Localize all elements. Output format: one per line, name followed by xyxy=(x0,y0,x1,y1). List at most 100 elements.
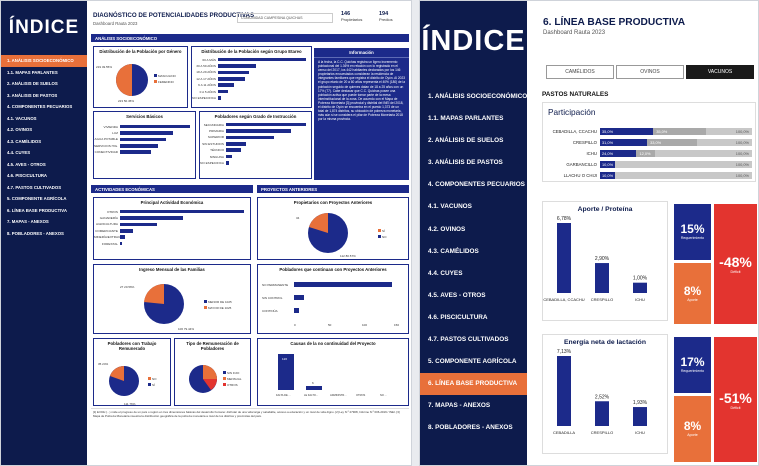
bar-track: 10,0% 100,0% xyxy=(600,161,752,168)
legend-menor: MENOR DE 1025 xyxy=(208,300,232,304)
nav-item[interactable]: 1. ANÁLISIS SOCIOECONÓMICO xyxy=(1,55,87,67)
bar-row: FORESTAL xyxy=(94,241,250,246)
bar xyxy=(218,77,245,81)
bar-value: 10,0% xyxy=(602,162,614,167)
kpi-tile: -48% Déficit xyxy=(714,204,757,324)
nav-item[interactable]: 5. COMPONENTE AGRÍCOLA xyxy=(7,196,67,201)
bar-label: AGUA POTABLE xyxy=(94,137,119,142)
bar-value-label: 6,78% xyxy=(557,216,572,222)
nav-item[interactable]: 1.1. MAPAS PARLANTES xyxy=(7,69,58,75)
page-subtitle: Dashboard Rauta 2023 xyxy=(543,30,606,36)
column-bar xyxy=(633,407,647,426)
nav-item[interactable]: 2. ANÁLISIS DE SUELOS xyxy=(7,81,58,86)
bar-row: SECUNDARIA xyxy=(200,122,311,127)
info-title: Información xyxy=(314,48,409,58)
nav-item[interactable]: 1. ANÁLISIS SOCIOECONÓMICO xyxy=(428,93,528,100)
tab-ovinos[interactable]: OVINOS xyxy=(616,65,684,79)
nav-item[interactable]: 4.3. CAMÉLIDOS xyxy=(428,247,479,255)
bar-row: MINERÍA/EXTRACCIÓN xyxy=(94,235,250,240)
nav-item[interactable]: 4.1. VACUNOS xyxy=(428,203,472,211)
bar xyxy=(120,229,133,233)
bar-label: TÉCNICO xyxy=(210,148,224,153)
nav-item[interactable]: 7. MAPAS - ANEXOS xyxy=(7,219,49,224)
column-bar xyxy=(595,401,609,426)
nav-item[interactable]: 2. ANÁLISIS DE SUELOS xyxy=(428,137,504,145)
bar-value-label: 2,90% xyxy=(595,256,610,262)
bar-value-label: 7,13% xyxy=(557,349,572,355)
bar-label: MINERÍA/EXTRACCIÓN xyxy=(94,235,120,240)
bar-value-label: 1,93% xyxy=(633,400,648,406)
index-nav-list: 1. ANÁLISIS SOCIOECONÓMICO 1.1. MAPAS PAR… xyxy=(1,55,87,239)
nav-item[interactable]: 7. MAPAS - ANEXOS xyxy=(428,402,491,410)
card-instruccion: Pobladores según Grado de Instrucción SE… xyxy=(199,111,312,179)
cat-label: LE FALTO... xyxy=(304,393,318,397)
legend-swatch-menor xyxy=(204,300,207,303)
pie-label-1: 35 24% xyxy=(98,362,109,366)
nav-item[interactable]: 3. ANÁLISIS DE PASTOS xyxy=(428,159,503,167)
bar xyxy=(226,122,306,127)
nav-item[interactable]: 4. COMPONENTES PECUARIOS xyxy=(428,181,525,189)
nav-item[interactable]: 4.3. CAMÉLIDOS xyxy=(7,138,42,144)
legend-swatch-no xyxy=(148,377,151,380)
bar xyxy=(226,154,232,159)
nav-item[interactable]: 4.1. VACUNOS xyxy=(7,115,37,121)
card-title: Pobladores que continuan con Proyectos A… xyxy=(279,267,387,272)
tab-camelidos[interactable]: CAMÉLIDOS xyxy=(546,65,614,79)
nav-item[interactable]: 4.6. PISCICULTURA xyxy=(7,173,48,178)
bar-label: FORESTAL xyxy=(101,241,118,246)
legend-swatch-si xyxy=(378,229,381,232)
bar-value-label: 1,00% xyxy=(633,276,648,282)
legend-item: MENSUAL xyxy=(227,377,242,381)
nav-item[interactable]: 8. POBLADORES - ANEXOS xyxy=(428,424,513,432)
category-label: CRESPILLO xyxy=(591,430,613,435)
card-actividad: Principal Actividad Económica OTROS GANAD… xyxy=(93,197,251,260)
nav-item[interactable]: 6. LÍNEA BASE PRODUCTIVA xyxy=(420,373,527,396)
legend-si: SÍ xyxy=(152,383,155,387)
bar-label: CONECTIVIDAD xyxy=(94,150,118,155)
nav-item[interactable]: 4.7. PASTOS CULTIVADOS xyxy=(7,184,62,190)
nav-item[interactable]: 4.4. CUYES xyxy=(7,150,31,155)
card-title: Principal Actividad Económica xyxy=(140,200,204,205)
section-label: PASTOS NATURALES xyxy=(542,91,609,98)
nav-item[interactable]: 3. ANÁLISIS DE PASTOS xyxy=(7,92,58,98)
nav-item[interactable]: 8. POBLADORES - ANEXOS xyxy=(7,230,64,236)
pie-slice-no xyxy=(110,366,124,381)
bar xyxy=(218,64,256,68)
kpi-label: Requerimiento xyxy=(680,369,705,373)
nav-item[interactable]: 4.6. PISCICULTURA xyxy=(428,313,488,321)
bar-fill-2 xyxy=(647,139,698,146)
bar-fill xyxy=(600,139,648,146)
section-actividades: ACTIVIDADES ECONÓMICAS xyxy=(91,185,253,193)
report-title: DIAGNÓSTICO DE POTENCIALIDADES PRODUCTIV… xyxy=(93,12,255,19)
tick: 100 xyxy=(362,323,367,327)
nav-item[interactable]: 1.1. MAPAS PARLANTES xyxy=(428,115,504,123)
chart-title: Energía neta de lactación xyxy=(564,339,646,346)
kpi-tile: 8% Aporte xyxy=(674,396,711,462)
bar-row: VIVIENDA xyxy=(94,124,195,129)
pay-type-pie-chart: SIN FIJO MENSUAL OTROS xyxy=(189,365,242,393)
nav-item[interactable]: 4.5. AVES - OTROS xyxy=(428,291,486,299)
nav-item[interactable]: 4. COMPONENTES PECUARIOS xyxy=(7,104,73,109)
bar xyxy=(226,142,246,146)
nav-item[interactable]: 4.2. OVINOS xyxy=(7,127,33,132)
section-proyectos: PROYECTOS ANTERIORES xyxy=(257,185,409,193)
bar-row: PRIMARIA xyxy=(200,128,311,133)
nav-item[interactable]: 6. LÍNEA BASE PRODUCTIVA xyxy=(7,207,67,213)
nav-item[interactable]: 4.2. OVINOS xyxy=(428,225,466,233)
bar-value: 126 xyxy=(282,357,287,361)
nav-item[interactable]: 5. COMPONENTE AGRÍCOLA xyxy=(428,358,517,366)
nav-item[interactable]: 4.7. PASTOS CULTIVADOS xyxy=(428,336,509,344)
bar-label: SUPERIOR xyxy=(207,135,224,140)
nav-item[interactable]: 4.5. AVES - OTROS xyxy=(7,161,46,167)
community-filter[interactable]: COMUNIDAD CAMPESINA QUICHAS xyxy=(237,13,333,23)
tab-vacunos[interactable]: VACUNOS xyxy=(686,65,754,79)
pie-slice-otros xyxy=(203,379,217,390)
row-label: NO PERMANENTE xyxy=(262,283,288,287)
nav-item[interactable]: 4.4. CUYES xyxy=(428,269,463,277)
pie-label-2: 223 50.45% xyxy=(118,99,134,103)
kpi-tile: 17% Requerimiento xyxy=(674,337,711,393)
bar-total: 100,0% xyxy=(735,162,749,167)
energy-bar-chart: 7,13% CEBADILLA 2,52% CRESPILLO 1,93% ICHU xyxy=(553,349,648,435)
bar-label: PRIMARIA xyxy=(209,129,224,134)
section-socioeconomico: ANÁLISIS SOCIOECONÓMICO xyxy=(91,34,409,42)
